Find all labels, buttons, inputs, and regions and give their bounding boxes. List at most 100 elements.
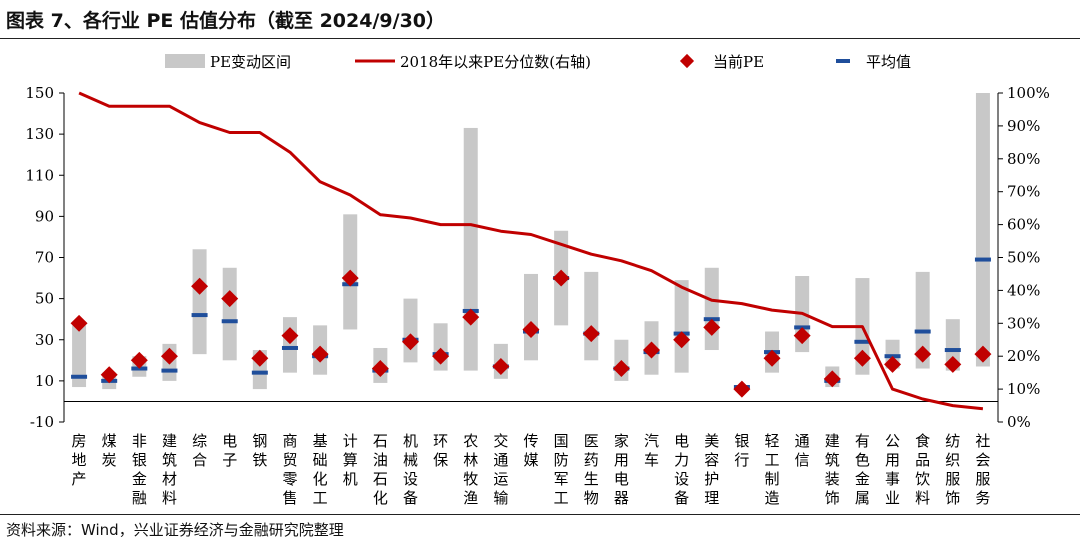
range-bar: [704, 267, 719, 351]
current-pe-marker: [341, 269, 359, 287]
category-label: 传媒: [523, 432, 538, 469]
current-pe-marker: [251, 349, 269, 367]
category-label: 银行: [734, 432, 749, 469]
source-note: 资料来源：Wind，兴业证券经济与金融研究院整理: [6, 521, 344, 539]
current-pe-marker: [221, 290, 239, 308]
current-pe-marker: [371, 360, 389, 378]
category-label: 轻工制造: [765, 432, 780, 507]
category-label: 房地产: [72, 432, 87, 488]
legend-range-swatch: [165, 54, 205, 68]
percentile-line-group: [78, 91, 984, 411]
range-bar: [72, 325, 87, 388]
left-tick-label: 110: [25, 166, 54, 184]
category-label: 纺织服饰: [945, 432, 960, 507]
category-label: 农林牧渔: [463, 432, 478, 507]
left-tick-label: -10: [30, 413, 54, 431]
legend-range-label: PE变动区间: [210, 53, 291, 71]
category-label: 汽车: [644, 432, 659, 469]
range-bar: [915, 271, 930, 369]
category-label: 石油石化: [373, 432, 388, 507]
legend-current-swatch: [679, 53, 695, 69]
mean-marker: [281, 345, 298, 350]
mean-marker: [854, 339, 871, 344]
range-bar: [674, 280, 689, 373]
left-tick-label: 30: [35, 331, 54, 349]
current-pe-marker: [462, 308, 480, 326]
right-tick-label: 60%: [1007, 216, 1040, 234]
percentile-line: [78, 91, 984, 411]
range-bar: [584, 271, 599, 361]
category-label: 通信: [795, 432, 810, 469]
category-label: 医药生物: [584, 432, 599, 507]
current-pe-marker: [191, 277, 209, 295]
current-pe-marker: [492, 357, 510, 375]
category-label: 煤炭: [102, 432, 117, 469]
current-pe-marker: [914, 345, 932, 363]
axes: -10 10 30 50 70 90 110 130 150 0% 10% 20% 30% 40% 50% 6…: [25, 84, 1050, 431]
current-pe-marker: [612, 360, 630, 378]
right-tick-label: 40%: [1007, 281, 1040, 299]
mean-marker: [974, 257, 991, 262]
current-pe-marker: [552, 269, 570, 287]
category-label: 基础化工: [313, 432, 328, 507]
current-pe-marker: [853, 349, 871, 367]
category-label: 计算机: [343, 432, 358, 488]
category-label: 机械设备: [403, 432, 418, 507]
category-label: 钢铁: [252, 432, 267, 469]
legend-current-label: 当前PE: [713, 53, 764, 71]
current-pe-marker: [793, 327, 811, 345]
mean-marker: [221, 319, 238, 324]
category-label: 家用电器: [614, 432, 629, 507]
current-pe-marker: [823, 370, 841, 388]
mean-marker: [161, 368, 178, 373]
legend-line-label: 2018年以来PE分位数(右轴): [400, 53, 591, 71]
current-pe-marker: [673, 331, 691, 349]
current-pe-marker: [130, 351, 148, 369]
category-label: 非银金融: [132, 432, 147, 507]
current-pe-marker: [643, 341, 661, 359]
category-label: 公用事业: [885, 432, 900, 507]
range-bar: [975, 93, 990, 367]
mean-marker: [944, 348, 961, 353]
range-bar: [463, 127, 478, 371]
left-tick-label: 10: [35, 372, 54, 390]
current-pe-marker: [160, 347, 178, 365]
range-bar: [945, 319, 960, 371]
current-pe-marker: [401, 333, 419, 351]
right-tick-label: 20%: [1007, 347, 1040, 365]
left-tick-label: 70: [35, 249, 54, 267]
category-label: 食品饮料: [915, 432, 930, 507]
legend-mean-swatch: [836, 59, 850, 63]
legend: PE变动区间 2018年以来PE分位数(右轴) 当前PE 平均值: [165, 53, 911, 71]
current-pe-marker: [884, 355, 902, 373]
range-bar: [222, 267, 237, 361]
mean-marker: [914, 329, 931, 334]
current-pe-marker: [281, 327, 299, 345]
range-bar: [403, 298, 418, 363]
current-pe-marker: [522, 320, 540, 338]
category-label: 美容护理: [704, 432, 719, 507]
category-label: 社会服务: [975, 432, 990, 507]
category-label: 商贸零售: [282, 432, 297, 507]
right-tick-label: 10%: [1007, 380, 1040, 398]
right-tick-label: 90%: [1007, 117, 1040, 135]
current-pe-marker: [763, 349, 781, 367]
category-label: 电子: [222, 432, 237, 469]
range-bar: [282, 317, 297, 373]
right-tick-label: 100%: [1007, 84, 1050, 102]
current-pe-marker: [100, 366, 118, 384]
right-tick-label: 30%: [1007, 314, 1040, 332]
current-pe-marker: [582, 325, 600, 343]
category-label: 国防军工: [554, 432, 569, 507]
legend-mean-label: 平均值: [866, 53, 911, 71]
range-bars: [72, 93, 990, 392]
left-tick-label: 50: [35, 290, 54, 308]
current-pe-marker: [432, 347, 450, 365]
current-pe-markers: [70, 269, 992, 398]
mean-marker: [251, 370, 268, 375]
right-tick-label: 80%: [1007, 150, 1040, 168]
category-label: 环保: [433, 432, 448, 469]
title-divider: [0, 38, 1080, 39]
left-tick-label: 150: [25, 84, 54, 102]
